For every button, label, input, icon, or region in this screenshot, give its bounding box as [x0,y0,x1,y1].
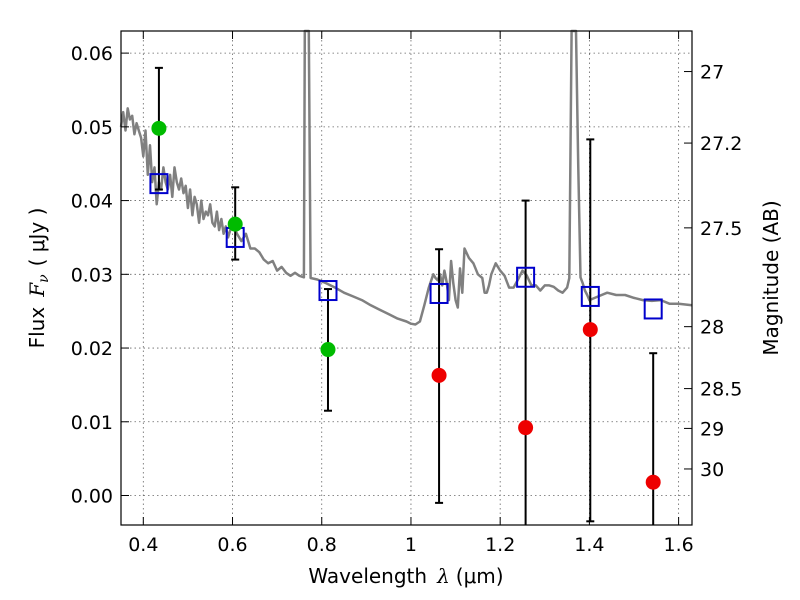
x-tick-label: 0.4 [128,534,158,556]
y-axis-label-symbol: F [25,282,49,298]
y-tick-label: 0.06 [71,43,113,65]
tick-layer: 0.4 0.6 0.8 1 1.2 1.4 1.6 0.00 0.01 0.02 0.03 0.04 0… [71,31,742,556]
y-axis-label-text: Flux [25,307,49,349]
model-sed-line [119,29,693,326]
x-tick-label: 1.4 [574,534,604,556]
point-layer [151,120,661,490]
mag-tick-label: 28.5 [700,379,742,401]
y-axis-label: Flux Fν ( μJy ) [25,208,52,349]
plot-frame [120,30,693,526]
mag-tick-label: 27 [700,62,724,84]
x-axis-label-unit: (μm) [456,564,504,588]
mag-tick-label: 28 [700,317,724,339]
green-flux-point [320,342,336,358]
x-tick-label: 1 [405,534,417,556]
model-flux-square [429,282,449,304]
x-axis-label: Wavelength λ (μm) [308,564,503,588]
x-axis-label-text: Wavelength [308,564,427,588]
y-tick-label: 0.04 [71,191,113,213]
y-tick-label: 0.03 [71,264,113,286]
mag-tick-label: 30 [700,459,724,481]
square-layer [149,173,663,320]
y-axis-label-subscript: ν [36,274,52,283]
y-tick-label: 0.02 [71,338,113,360]
model-layer [119,29,693,326]
model-flux-square [516,266,536,288]
right-axis-label: Magnitude (AB) [759,200,783,355]
red-flux-point [431,367,447,383]
model-flux-square [149,173,169,195]
y-tick-label: 0.00 [71,486,113,508]
x-tick-label: 0.6 [217,534,247,556]
model-flux-square [318,280,338,302]
red-flux-point [518,420,534,436]
y-tick-label: 0.01 [71,412,113,434]
x-tick-label: 0.8 [307,534,337,556]
mag-tick-label: 27.5 [700,218,742,240]
red-flux-point [582,322,598,338]
model-flux-square [580,285,600,307]
green-flux-point [151,120,167,136]
y-axis-label-unit: ( μJy ) [25,208,49,267]
y-tick-label: 0.05 [71,117,113,139]
model-flux-square [643,298,663,320]
mag-tick-label: 29 [700,418,724,440]
grid-lines [121,31,692,525]
green-flux-point [227,216,243,232]
mag-tick-label: 27.2 [700,133,742,155]
x-tick-label: 1.6 [664,534,694,556]
red-flux-point [645,474,661,490]
x-axis-label-symbol: λ [436,564,450,588]
x-tick-label: 1.2 [485,534,515,556]
